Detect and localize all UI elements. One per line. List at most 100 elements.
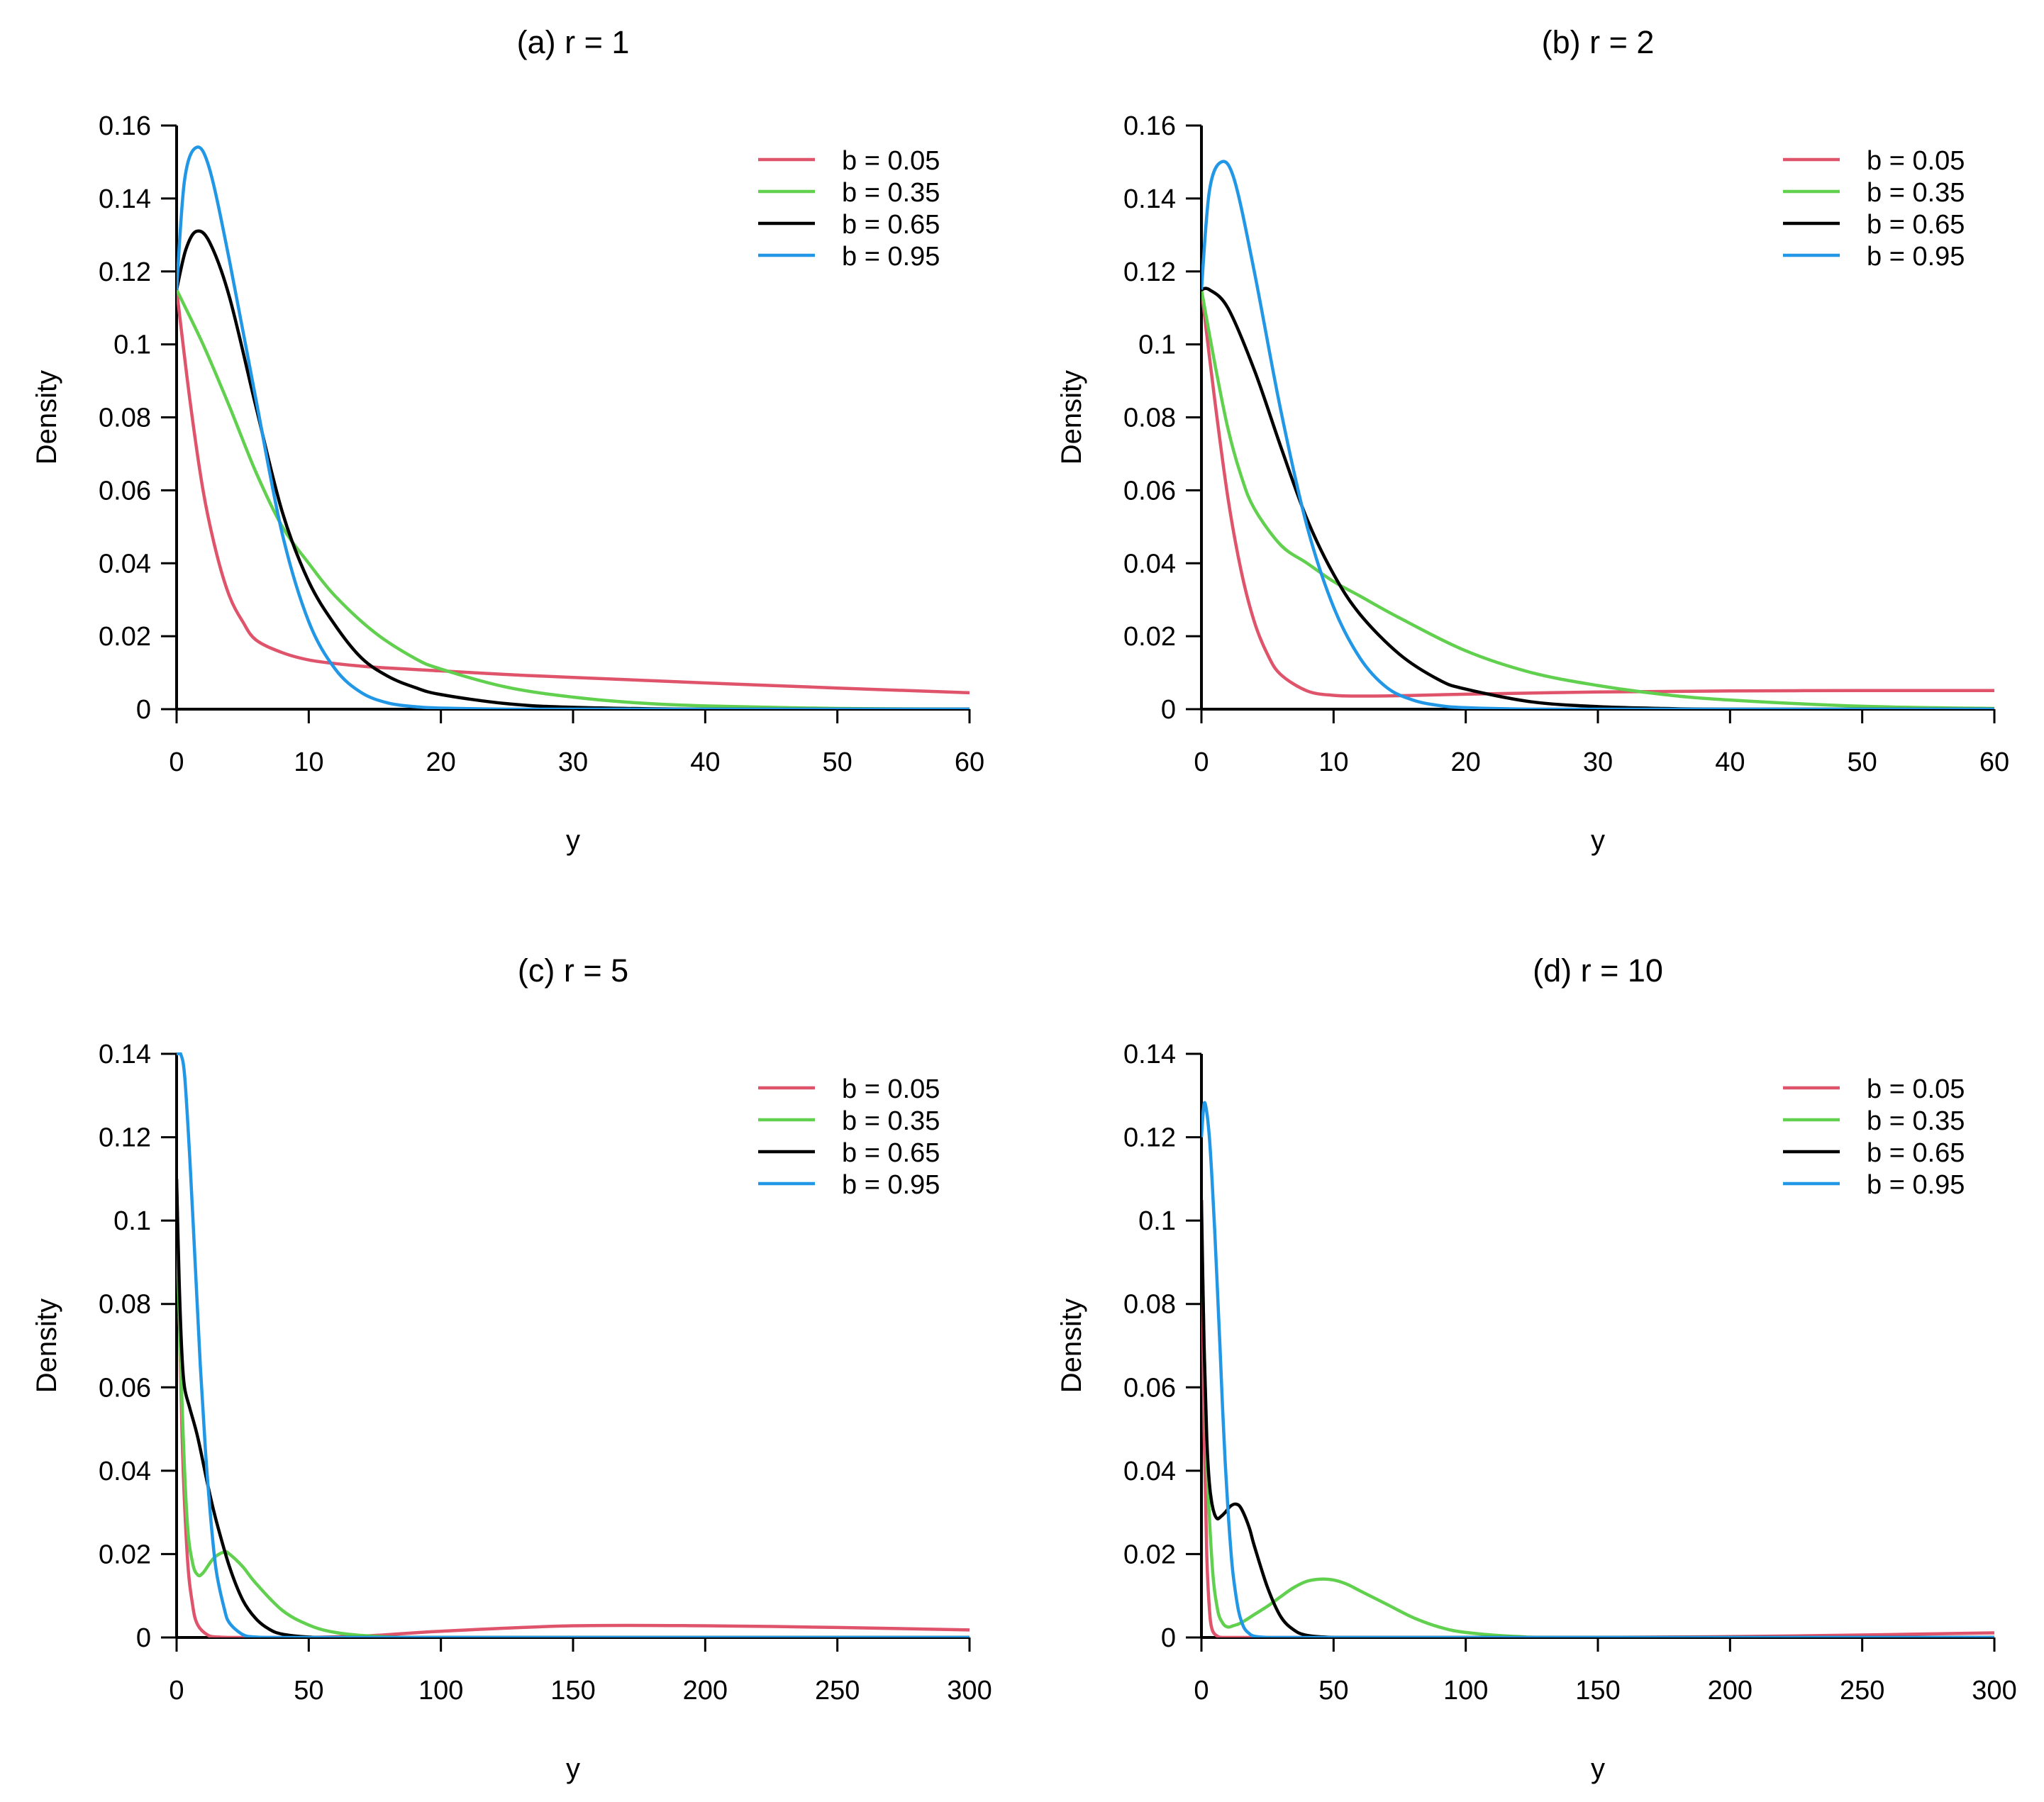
legend-label: b = 0.05 — [842, 1074, 940, 1104]
x-tick-label: 30 — [1583, 747, 1613, 777]
legend-label: b = 0.05 — [1867, 1074, 1965, 1104]
x-tick-label: 10 — [1318, 747, 1348, 777]
series-line-3 — [1201, 160, 1994, 709]
y-tick-label: 0.08 — [1123, 1290, 1176, 1320]
x-axis-label: y — [566, 1753, 580, 1784]
y-tick-label: 0.08 — [1123, 404, 1176, 433]
y-tick-label: 0 — [136, 695, 151, 725]
y-tick-label: 0.04 — [1123, 1457, 1176, 1486]
x-tick-label: 50 — [294, 1676, 323, 1706]
x-tick-label: 150 — [1575, 1676, 1620, 1706]
series-line-1 — [1201, 289, 1995, 709]
series-line-0 — [177, 1179, 970, 1637]
y-tick-label: 0.08 — [99, 1290, 151, 1320]
x-tick-label: 100 — [418, 1676, 463, 1706]
x-axis-label: y — [1591, 825, 1605, 856]
legend-label: b = 0.95 — [1867, 242, 1965, 272]
x-axis-label: y — [1591, 1753, 1605, 1784]
legend-label: b = 0.35 — [842, 1106, 940, 1136]
x-tick-label: 40 — [690, 747, 720, 777]
y-axis-label: Density — [31, 1298, 62, 1393]
series-line-0 — [1201, 289, 1995, 698]
x-tick-label: 0 — [1194, 1676, 1209, 1706]
x-tick-label: 250 — [815, 1676, 860, 1706]
y-tick-label: 0.16 — [99, 111, 151, 141]
y-tick-label: 0.06 — [1123, 1373, 1176, 1403]
y-tick-label: 0.04 — [99, 1457, 151, 1486]
x-tick-label: 200 — [1708, 1676, 1753, 1706]
series-line-2 — [177, 229, 970, 709]
y-tick-label: 0.14 — [1123, 184, 1176, 214]
y-tick-label: 0 — [1161, 1623, 1176, 1653]
y-tick-label: 0.14 — [99, 184, 151, 214]
legend-label: b = 0.65 — [1867, 1138, 1965, 1168]
series-line-3 — [1201, 1101, 1994, 1637]
x-tick-label: 10 — [294, 747, 323, 777]
y-tick-label: 0.14 — [99, 1040, 151, 1069]
chart-title: (d) r = 10 — [1533, 952, 1663, 989]
legend-label: b = 0.65 — [842, 210, 940, 240]
panel-0: (a) r = 1 0 0.02 0.04 0.06 0.08 0.1 0.12 0.14 0.1… — [31, 24, 984, 856]
y-tick-label: 0.08 — [99, 404, 151, 433]
legend-label: b = 0.35 — [1867, 178, 1965, 208]
y-tick-label: 0.16 — [1123, 111, 1176, 141]
x-tick-label: 50 — [1848, 747, 1877, 777]
y-tick-label: 0.14 — [1123, 1040, 1176, 1069]
series-line-1 — [177, 1220, 970, 1637]
legend-label: b = 0.95 — [1867, 1170, 1965, 1200]
x-tick-label: 50 — [823, 747, 852, 777]
y-tick-label: 0.02 — [99, 1540, 151, 1569]
y-tick-label: 0.06 — [99, 476, 151, 506]
y-tick-label: 0.12 — [1123, 1123, 1176, 1153]
series-line-0 — [177, 289, 970, 695]
legend-label: b = 0.65 — [842, 1138, 940, 1168]
chart-title: (c) r = 5 — [518, 952, 628, 989]
series-line-2 — [1201, 1199, 1994, 1637]
y-tick-label: 0.02 — [1123, 622, 1176, 652]
series-line-1 — [1201, 1220, 1994, 1637]
y-tick-label: 0.1 — [113, 1206, 151, 1236]
y-tick-label: 0.02 — [1123, 1540, 1176, 1569]
y-tick-label: 0.1 — [1138, 1206, 1176, 1236]
panel-2: (c) r = 5 0 0.02 0.04 0.06 0.08 0.1 0.12 0.14 0 50… — [31, 952, 992, 1784]
panel-3: (d) r = 10 0 0.02 0.04 0.06 0.08 0.1 0.12 0.14 0 5… — [1056, 952, 2017, 1784]
x-tick-label: 0 — [1194, 747, 1209, 777]
chart-title: (a) r = 1 — [517, 24, 630, 60]
y-axis-label: Density — [1056, 370, 1087, 465]
y-tick-label: 0 — [1161, 695, 1176, 725]
series-line-2 — [1201, 287, 1994, 709]
x-tick-label: 60 — [955, 747, 984, 777]
y-tick-label: 0.1 — [1138, 330, 1176, 360]
x-tick-label: 300 — [947, 1676, 992, 1706]
x-tick-label: 250 — [1840, 1676, 1884, 1706]
legend-label: b = 0.05 — [842, 146, 940, 176]
y-tick-label: 0.12 — [1123, 257, 1176, 287]
x-tick-label: 300 — [1972, 1676, 2016, 1706]
y-tick-label: 0.12 — [99, 257, 151, 287]
legend-label: b = 0.65 — [1867, 210, 1965, 240]
legend-label: b = 0.95 — [842, 242, 940, 272]
panel-1: (b) r = 2 0 0.02 0.04 0.06 0.08 0.1 0.12 0.14 0.1… — [1056, 24, 2009, 856]
y-tick-label: 0.02 — [99, 622, 151, 652]
y-tick-label: 0.06 — [99, 1373, 151, 1403]
legend-label: b = 0.05 — [1867, 146, 1965, 176]
y-tick-label: 0.06 — [1123, 476, 1176, 506]
x-tick-label: 20 — [426, 747, 456, 777]
series-line-2 — [177, 1179, 970, 1637]
y-axis-label: Density — [31, 370, 62, 465]
x-tick-label: 200 — [683, 1676, 728, 1706]
y-tick-label: 0.04 — [99, 549, 151, 579]
series-line-0 — [1201, 1199, 1995, 1637]
series-line-3 — [177, 145, 970, 709]
y-tick-label: 0.12 — [99, 1123, 151, 1153]
y-tick-label: 0 — [136, 1623, 151, 1653]
x-axis-label: y — [566, 825, 580, 856]
x-tick-label: 40 — [1715, 747, 1745, 777]
x-tick-label: 0 — [169, 747, 184, 777]
y-tick-label: 0.04 — [1123, 549, 1176, 579]
x-tick-label: 50 — [1318, 1676, 1348, 1706]
x-tick-label: 60 — [1979, 747, 2009, 777]
x-tick-label: 100 — [1443, 1676, 1488, 1706]
x-tick-label: 0 — [169, 1676, 184, 1706]
